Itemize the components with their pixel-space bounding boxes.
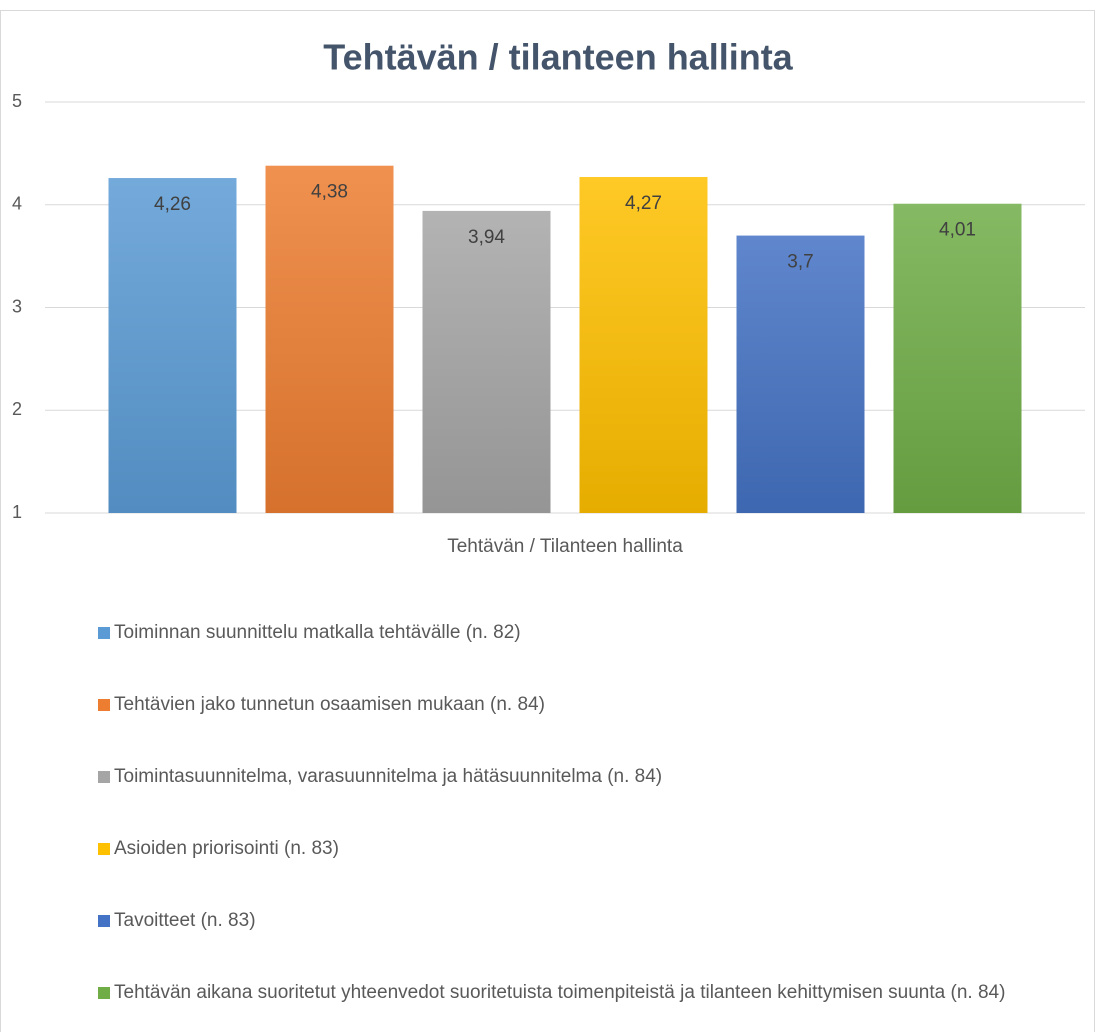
- legend-swatch: [98, 699, 110, 711]
- legend-item: Tehtävien jako tunnetun osaamisen mukaan…: [98, 690, 1088, 762]
- legend-label: Tehtävän aikana suoritetut yhteenvedot s…: [114, 982, 1006, 1003]
- bar: [736, 235, 865, 513]
- bar: [422, 210, 551, 514]
- legend-swatch: [98, 915, 110, 927]
- y-tick-label: 5: [12, 91, 22, 111]
- legend-item: Asioiden priorisointi (n. 83): [98, 834, 1088, 906]
- legend-swatch: [98, 843, 110, 855]
- legend-label: Toimintasuunnitelma, varasuunnitelma ja …: [114, 766, 663, 787]
- bar: [893, 203, 1022, 513]
- data-label: 4,38: [311, 182, 348, 203]
- bar: [579, 177, 708, 513]
- chart-title: Tehtävän / tilanteen hallinta: [323, 37, 793, 78]
- data-label: 4,27: [625, 193, 662, 214]
- legend: Toiminnan suunnittelu matkalla tehtäväll…: [98, 618, 1088, 1032]
- y-tick-label: 3: [12, 296, 22, 316]
- legend-label: Tavoitteet (n. 83): [114, 910, 256, 931]
- x-axis-label: Tehtävän / Tilanteen hallinta: [447, 536, 683, 557]
- legend-item: Tehtävän aikana suoritetut yhteenvedot s…: [98, 978, 1088, 1032]
- legend-swatch: [98, 987, 110, 999]
- legend-item: Toimintasuunnitelma, varasuunnitelma ja …: [98, 762, 1088, 834]
- legend-label: Tehtävien jako tunnetun osaamisen mukaan…: [114, 694, 545, 715]
- data-label: 4,26: [154, 194, 191, 215]
- legend-item: Toiminnan suunnittelu matkalla tehtäväll…: [98, 618, 1088, 690]
- legend-label: Asioiden priorisointi (n. 83): [114, 838, 339, 859]
- legend-swatch: [98, 771, 110, 783]
- data-label: 3,7: [787, 252, 813, 273]
- data-label: 4,01: [939, 220, 976, 241]
- bar: [108, 178, 237, 513]
- legend-swatch: [98, 627, 110, 639]
- legend-item: Tavoitteet (n. 83): [98, 906, 1088, 978]
- y-tick-label: 4: [12, 194, 22, 214]
- chart-border: [0, 10, 1095, 1032]
- legend-label: Toiminnan suunnittelu matkalla tehtäväll…: [114, 622, 521, 643]
- y-tick-label: 1: [12, 502, 22, 522]
- bar: [265, 165, 394, 513]
- data-label: 3,94: [468, 227, 505, 248]
- y-tick-label: 2: [12, 399, 22, 419]
